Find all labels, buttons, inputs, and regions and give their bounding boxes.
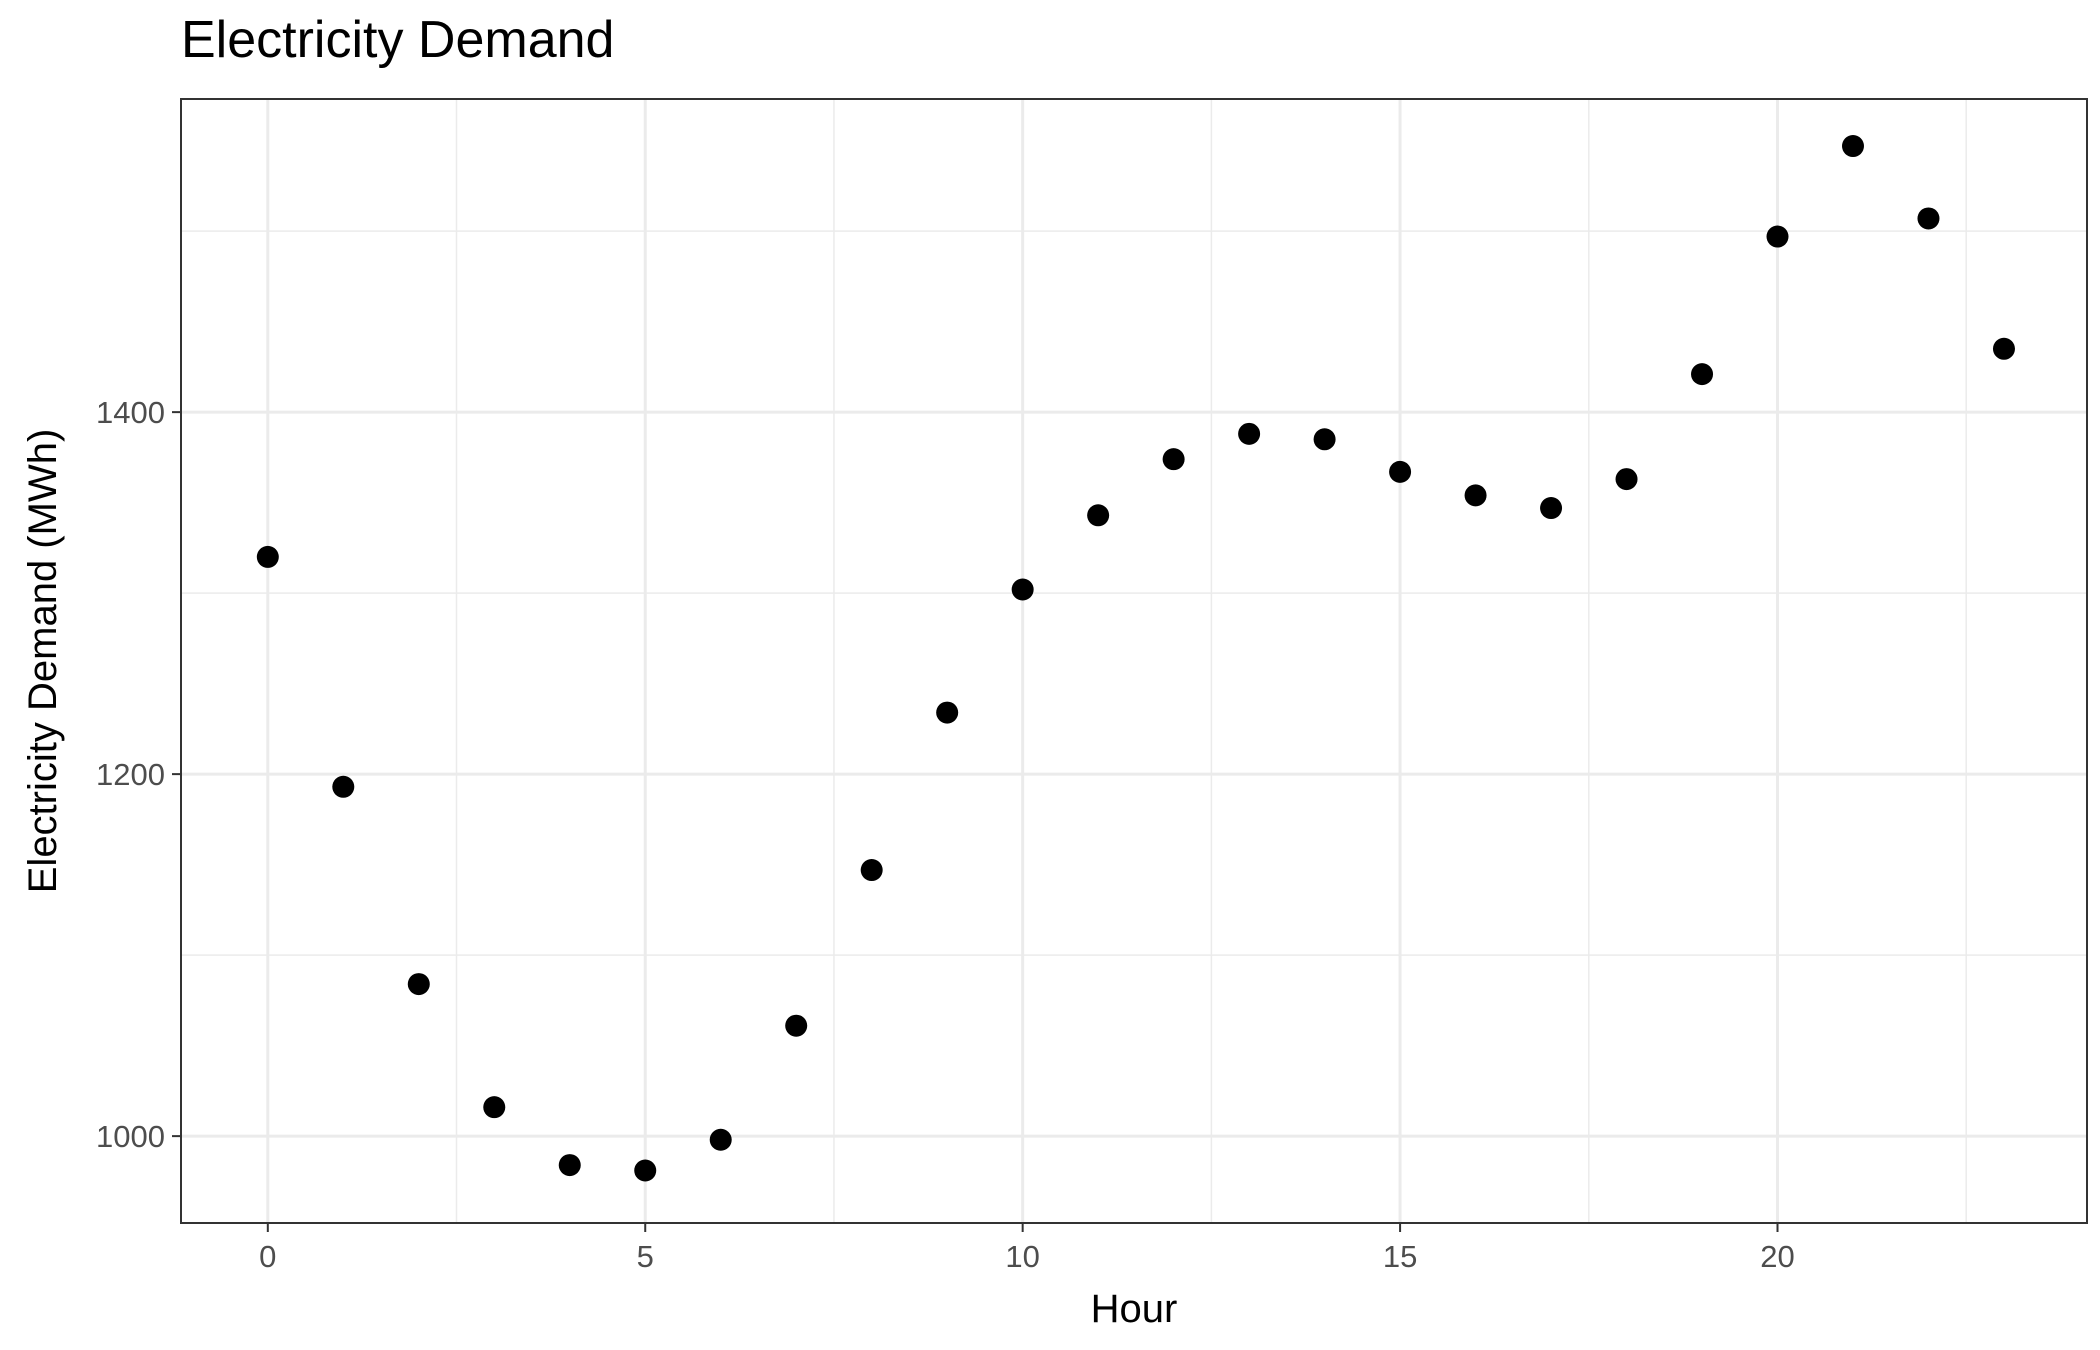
data-point bbox=[1615, 468, 1638, 491]
y-axis-label: Electricity Demand (MWh) bbox=[21, 429, 65, 894]
plot-panel-border bbox=[180, 98, 2088, 1224]
x-axis-ticks: 0 5 10 15 20 bbox=[259, 1223, 1795, 1274]
data-point bbox=[1992, 337, 2015, 360]
data-point bbox=[1238, 422, 1261, 445]
data-point bbox=[1691, 363, 1714, 386]
data-point bbox=[1389, 460, 1412, 483]
x-tick-label: 15 bbox=[1383, 1239, 1417, 1274]
data-point bbox=[936, 701, 959, 724]
x-tick-label: 20 bbox=[1760, 1239, 1794, 1274]
y-tick-label: 1000 bbox=[96, 1119, 165, 1154]
data-point bbox=[1917, 207, 1940, 230]
x-tick-label: 10 bbox=[1005, 1239, 1039, 1274]
data-point bbox=[332, 775, 355, 798]
major-gridlines bbox=[181, 99, 2087, 1223]
chart-title: Electricity Demand bbox=[181, 11, 615, 69]
data-point bbox=[860, 859, 883, 882]
data-point bbox=[483, 1096, 506, 1119]
x-tick-label: 0 bbox=[259, 1239, 276, 1274]
data-point bbox=[407, 973, 430, 996]
data-point bbox=[1087, 504, 1110, 527]
y-tick-label: 1200 bbox=[96, 757, 165, 792]
y-tick-label: 1400 bbox=[96, 395, 165, 430]
data-point bbox=[785, 1014, 808, 1037]
data-point bbox=[558, 1154, 581, 1177]
data-point bbox=[634, 1159, 657, 1182]
data-point bbox=[1313, 428, 1336, 451]
data-point bbox=[1464, 484, 1487, 507]
x-axis-label: Hour bbox=[1091, 1287, 1178, 1331]
x-tick-label: 5 bbox=[637, 1239, 654, 1274]
data-point bbox=[1766, 225, 1789, 248]
minor-gridlines bbox=[181, 99, 2087, 1223]
data-point bbox=[256, 545, 279, 568]
y-axis-ticks: 1000 1200 1400 bbox=[96, 395, 181, 1154]
data-point bbox=[1162, 448, 1185, 471]
data-point bbox=[1011, 578, 1034, 601]
data-point bbox=[1540, 497, 1563, 520]
data-point bbox=[1841, 135, 1864, 158]
data-point bbox=[709, 1128, 732, 1151]
data-points bbox=[256, 135, 2015, 1182]
